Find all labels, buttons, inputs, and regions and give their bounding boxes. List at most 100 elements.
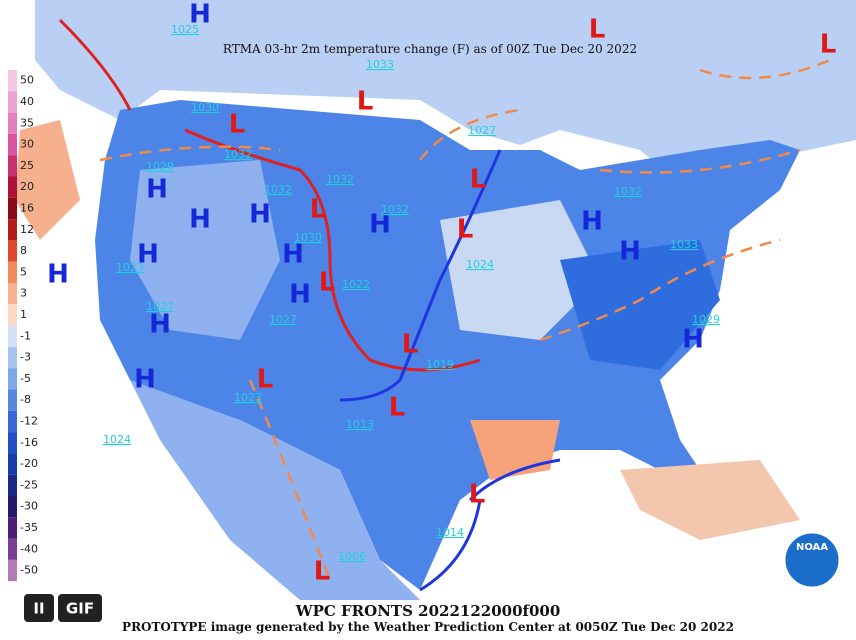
isobar-label: 1019	[426, 358, 454, 371]
high-pressure: H	[289, 280, 311, 310]
legend-swatch	[8, 432, 17, 454]
canada	[35, 0, 856, 200]
isobar-label: 1033	[366, 58, 394, 71]
legend-swatch	[8, 559, 17, 582]
high-pressure: H	[47, 260, 69, 290]
legend-label: 8	[20, 244, 27, 257]
isobar-label: 1032	[614, 185, 642, 198]
isobar-label: 1027	[269, 313, 297, 326]
high-pressure: H	[149, 310, 171, 340]
legend-label: 1	[20, 308, 27, 321]
cold-front	[339, 149, 502, 402]
low-pressure: L	[314, 557, 331, 587]
legend-swatch	[8, 346, 17, 369]
legend-swatch	[8, 496, 17, 518]
map-title: RTMA 03-hr 2m temperature change (F) as …	[223, 42, 637, 56]
legend-label: -3	[20, 351, 31, 364]
legend-label: 5	[20, 265, 27, 278]
legend-swatch	[8, 176, 17, 198]
legend-label: 3	[20, 287, 27, 300]
legend-label: -40	[20, 542, 38, 555]
warm-area	[15, 120, 80, 240]
noaa-logo	[782, 530, 842, 590]
pause-icon[interactable]: II	[33, 600, 44, 618]
legend-label: -5	[20, 372, 31, 385]
legend-swatch	[8, 240, 17, 262]
isobar-label: 1006	[338, 550, 366, 563]
west-region	[130, 160, 280, 340]
isobar-label: 1024	[103, 433, 131, 446]
isobar-label: 1024	[466, 258, 494, 271]
isobar-label: 1030	[191, 101, 219, 114]
low-pressure: L	[310, 195, 327, 225]
isobar-label: 1032	[224, 148, 252, 161]
isobar-label: 1027	[146, 300, 174, 313]
isobar-label: 1023	[234, 391, 262, 404]
legend-swatch	[8, 155, 17, 177]
legend-swatch	[8, 368, 17, 390]
low-pressure: L	[389, 393, 406, 423]
legend-swatch	[8, 453, 17, 475]
legend-label: 50	[20, 74, 34, 87]
caribbean-warm	[620, 460, 800, 540]
legend-swatch	[8, 304, 17, 326]
legend-swatch	[8, 410, 17, 433]
warm-front	[58, 18, 481, 372]
isobar-label: 1029	[146, 160, 174, 173]
isobar-label: 1029	[692, 313, 720, 326]
gif-label: GIF	[66, 600, 94, 618]
mexico	[130, 380, 420, 600]
high-pressure: H	[146, 175, 168, 205]
legend-swatch	[8, 112, 17, 134]
footer-title: WPC FRONTS 2022122000f000	[295, 602, 561, 620]
high-pressure: H	[619, 237, 641, 267]
high-pressure: H	[137, 240, 159, 270]
noaa-text: NOAA	[796, 542, 828, 553]
legend-swatch	[8, 91, 17, 113]
legend-swatch	[8, 133, 17, 156]
isobar-label: 1014	[436, 526, 464, 539]
legend-label: 12	[20, 223, 34, 236]
isobar-label: 1025	[171, 23, 199, 36]
legend-swatch	[8, 517, 17, 539]
midwest-region	[440, 200, 600, 340]
legend-swatch	[8, 70, 17, 92]
legend-label: 30	[20, 138, 34, 151]
isobar-label: 1032	[264, 183, 292, 196]
legend-swatch	[8, 325, 17, 347]
legend-swatch	[8, 389, 17, 411]
legend-label: -1	[20, 329, 31, 342]
isobar-label: 1030	[294, 231, 322, 244]
legend-swatch	[8, 197, 17, 220]
pause-button[interactable]	[24, 594, 54, 622]
legend-label: 35	[20, 116, 34, 129]
legend-label: -25	[20, 478, 38, 491]
legend-label: -12	[20, 414, 38, 427]
low-pressure: L	[319, 268, 336, 298]
legend-swatch	[8, 219, 17, 241]
low-pressure: L	[457, 215, 474, 245]
high-pressure: H	[249, 200, 271, 230]
isobar-label: 1013	[346, 418, 374, 431]
low-pressure: L	[820, 30, 837, 60]
legend-label: 20	[20, 180, 34, 193]
legend-swatch	[8, 474, 17, 496]
legend-label: 40	[20, 95, 34, 108]
gif-badge	[58, 594, 102, 622]
isobar-label: 1022	[342, 278, 370, 291]
legend-label: -50	[20, 564, 38, 577]
legend-swatch	[8, 283, 17, 305]
low-pressure: L	[469, 480, 486, 510]
legend-label: -35	[20, 521, 38, 534]
low-pressure: L	[589, 15, 606, 45]
low-pressure: L	[357, 87, 374, 117]
isobar-label: 1027	[468, 124, 496, 137]
high-pressure: H	[282, 240, 304, 270]
footer-note: PROTOTYPE image generated by the Weather…	[122, 620, 734, 634]
high-pressure: H	[682, 325, 704, 355]
legend-swatch	[8, 261, 17, 283]
legend-swatch	[8, 538, 17, 560]
legend-label: -16	[20, 436, 38, 449]
cold-front	[419, 458, 561, 592]
